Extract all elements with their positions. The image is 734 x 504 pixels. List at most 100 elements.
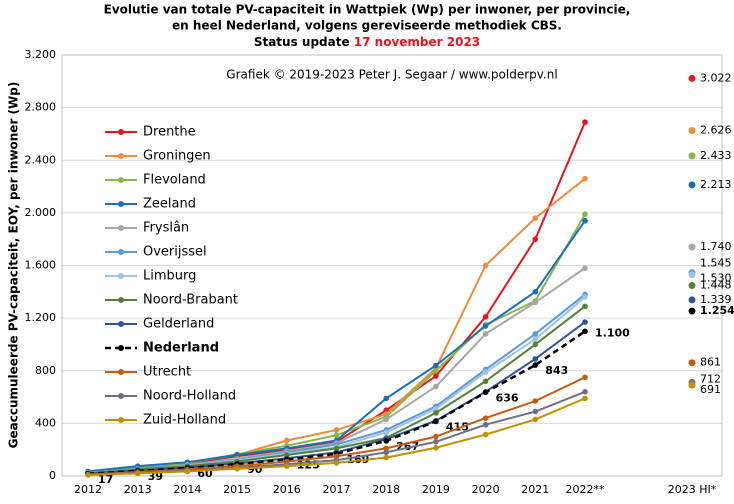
y-tick-label: 800: [35, 364, 56, 377]
x-tick-label: 2018: [372, 483, 400, 496]
data-point: [284, 437, 290, 444]
value-label: 1.100: [595, 326, 630, 339]
value-label: 843: [545, 364, 568, 377]
y-axis-label: Geaccumuleerde PV-capaciteit, EOY, per i…: [7, 82, 21, 449]
x-tick-label: 2021: [521, 483, 549, 496]
y-tick-label: 1.600: [25, 259, 57, 272]
forecast-dot: [688, 181, 696, 189]
data-point: [433, 433, 439, 440]
x-tick-label: 2019: [422, 483, 450, 496]
legend-label: Fryslân: [143, 221, 189, 236]
legend-label: Groningen: [143, 149, 211, 164]
data-point: [582, 395, 588, 402]
x-tick-label: 2012: [74, 483, 102, 496]
data-point: [433, 373, 439, 379]
chart-status: Status update 17 november 2023: [254, 35, 480, 49]
x-tick-label: 2015: [223, 483, 251, 496]
legend-marker: [118, 321, 124, 327]
legend-marker: [118, 417, 124, 423]
forecast-dot: [688, 307, 696, 315]
y-tick-label: 1.200: [25, 311, 57, 324]
y-tick-label: 2.800: [25, 101, 57, 114]
value-label: 1.254: [700, 304, 734, 317]
chart-title: Evolutie van totale PV-capaciteit in Wat…: [104, 3, 631, 17]
data-point: [383, 454, 390, 461]
forecast-dot: [688, 381, 696, 389]
y-tick-label: 3.200: [25, 48, 57, 61]
x-tick-label: 2013: [124, 483, 152, 496]
data-point: [433, 418, 439, 425]
legend-marker: [118, 393, 124, 399]
status-date: 17 november 2023: [354, 35, 480, 49]
y-tick-label: 0: [49, 469, 56, 482]
data-point: [85, 472, 91, 478]
data-point: [482, 323, 489, 329]
forecast-dot: [688, 271, 696, 279]
legend-marker: [118, 369, 124, 375]
data-point: [433, 383, 439, 390]
value-label: 2.213: [700, 178, 732, 191]
data-point: [333, 432, 340, 439]
data-point: [234, 465, 240, 472]
data-point: [582, 374, 588, 381]
x-tick-label: 2022**: [566, 483, 605, 496]
legend-marker: [118, 225, 124, 231]
data-point: [532, 416, 539, 423]
series-line: [87, 330, 586, 476]
value-label: 17: [98, 473, 113, 486]
legend-label: Flevoland: [143, 173, 206, 188]
data-point: [582, 217, 588, 224]
data-point: [532, 362, 539, 368]
data-point: [433, 367, 439, 374]
data-point: [184, 468, 191, 475]
data-point: [234, 452, 240, 458]
data-point: [532, 289, 539, 295]
forecast-dot: [688, 152, 696, 160]
forecast-dot: [688, 296, 696, 304]
y-tick-label: 2.000: [25, 206, 57, 219]
data-point: [333, 427, 340, 433]
legend-label: Overijssel: [143, 245, 207, 260]
data-point: [433, 362, 439, 369]
legend-label: Zuid-Holland: [143, 413, 226, 428]
data-point: [482, 262, 489, 269]
y-tick-label: 400: [35, 416, 56, 429]
value-label: 1.530: [700, 272, 732, 285]
data-point: [383, 416, 390, 423]
data-point: [532, 331, 539, 337]
data-point: [532, 398, 539, 404]
data-point: [433, 406, 439, 412]
data-point: [582, 119, 588, 125]
value-label: 1.448: [700, 278, 732, 291]
data-point: [482, 369, 489, 375]
data-point: [383, 429, 390, 436]
data-point: [582, 265, 588, 271]
data-point: [134, 470, 141, 477]
legend-label: Limburg: [143, 269, 196, 284]
data-point: [333, 460, 340, 466]
legend-label: Zeeland: [143, 197, 196, 212]
data-point: [532, 341, 539, 348]
data-point: [482, 421, 489, 428]
data-point: [582, 211, 588, 217]
data-point: [582, 328, 588, 335]
value-label: 691: [700, 383, 721, 396]
data-point: [482, 431, 489, 438]
value-label: 2.433: [700, 149, 732, 162]
value-label: 861: [700, 356, 721, 369]
legend-marker: [118, 345, 124, 351]
data-point: [532, 356, 539, 362]
data-point: [482, 389, 489, 396]
forecast-dot: [688, 243, 696, 251]
value-label: 2.626: [700, 124, 732, 137]
forecast-dot: [688, 281, 696, 289]
x-tick-label: 2014: [173, 483, 201, 496]
data-point: [433, 444, 439, 451]
status-prefix: Status update: [254, 35, 350, 49]
value-label: 1.740: [700, 240, 732, 253]
data-point: [582, 175, 588, 182]
legend-marker: [118, 177, 124, 183]
data-point: [333, 453, 340, 460]
data-point: [532, 408, 539, 415]
